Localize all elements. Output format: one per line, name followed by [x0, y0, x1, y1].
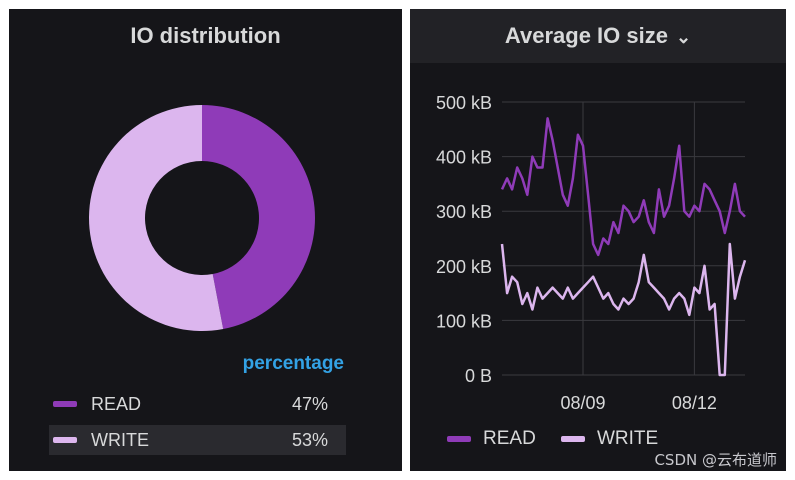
y-tick-label: 400 kB: [436, 148, 492, 168]
legend-label: READ: [91, 393, 142, 414]
legend-value: 53%: [291, 429, 328, 450]
panel-title: Average IO size: [504, 23, 668, 48]
legend-item-write[interactable]: WRITE 53%: [49, 425, 346, 455]
legend-swatch: [53, 437, 77, 443]
x-tick-label: 08/12: [672, 393, 717, 413]
panel-title[interactable]: IO distribution: [130, 23, 281, 48]
legend-swatch: [561, 436, 585, 442]
legend-label: READ: [483, 428, 536, 449]
y-tick-label: 100 kB: [436, 311, 492, 331]
legend-swatch: [447, 436, 471, 442]
legend-column-header[interactable]: percentage: [242, 353, 344, 374]
line-chart: 0 B 100 kB 200 kB 300 kB 400 kB 500 kB 08/09 08…: [436, 93, 747, 413]
y-tick-label: 0 B: [465, 366, 492, 386]
legend-label: WRITE: [91, 429, 149, 450]
series-line-write[interactable]: [500, 242, 747, 377]
donut-slice-read[interactable]: [202, 105, 316, 329]
io-distribution-panel: IO distribution percentage READ 47% WRIT…: [9, 9, 402, 471]
y-tick-label: 500 kB: [436, 93, 492, 113]
legend-item-read[interactable]: READ: [443, 428, 536, 450]
chevron-down-icon[interactable]: ⌄: [675, 27, 692, 47]
legend-label: WRITE: [597, 428, 659, 449]
watermark: CSDN @云布道师: [654, 451, 777, 469]
legend-item-read[interactable]: READ 47%: [49, 389, 346, 419]
legend-value: 47%: [291, 393, 328, 414]
y-tick-label: 200 kB: [436, 257, 492, 277]
legend-swatch: [53, 401, 77, 407]
y-tick-label: 300 kB: [436, 202, 492, 222]
donut-slice-write[interactable]: [89, 105, 224, 331]
x-tick-label: 08/09: [560, 393, 605, 413]
series-line-read[interactable]: [500, 117, 746, 257]
donut-chart: [89, 105, 316, 331]
average-io-size-panel: Average IO size ⌄ 0 B 100 kB 200 kB 300 kB 40…: [410, 9, 786, 471]
legend-item-write[interactable]: WRITE: [557, 428, 658, 450]
panel-title-bar[interactable]: Average IO size ⌄: [410, 9, 786, 63]
